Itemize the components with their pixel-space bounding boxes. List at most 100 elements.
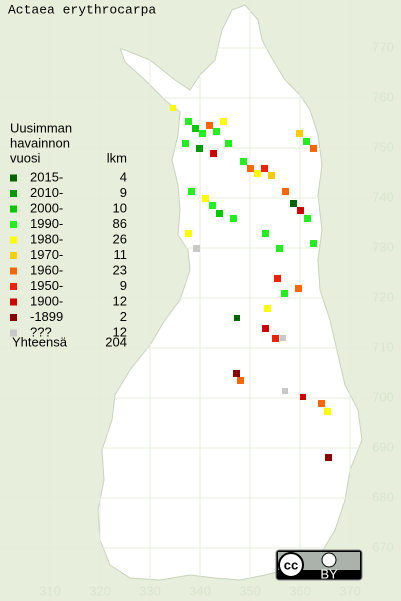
occurrence xyxy=(230,215,237,222)
occurrence xyxy=(185,118,192,125)
occurrence xyxy=(192,125,199,132)
legend-label: 2000- xyxy=(30,200,63,215)
occurrence xyxy=(324,408,331,415)
legend-count: 23 xyxy=(113,262,127,277)
legend-count-heading: lkm xyxy=(107,150,127,165)
occurrence xyxy=(234,315,240,321)
occurrence xyxy=(310,240,317,247)
legend-count: 86 xyxy=(113,216,127,231)
occurrence xyxy=(213,128,220,135)
legend-swatch xyxy=(10,252,17,259)
occurrence xyxy=(196,145,203,152)
legend-total-label: Yhteensä xyxy=(12,334,68,349)
occurrence xyxy=(225,140,232,147)
occurrence xyxy=(209,202,216,209)
occurrence xyxy=(303,138,310,145)
occurrence xyxy=(233,370,240,377)
occurrence xyxy=(276,245,283,252)
legend-count: 12 xyxy=(113,293,127,308)
x-label: 360 xyxy=(289,583,311,598)
occurrence xyxy=(280,335,286,341)
legend-count: 9 xyxy=(120,185,127,200)
occurrence xyxy=(247,165,254,172)
x-label: 320 xyxy=(89,583,111,598)
legend-label: 1980- xyxy=(30,231,63,246)
by-label: BY xyxy=(320,566,338,581)
occurrence xyxy=(210,150,217,157)
legend-label: ??? xyxy=(30,324,52,339)
occurrence xyxy=(264,305,271,312)
occurrence xyxy=(300,394,306,400)
occurrence xyxy=(254,170,261,177)
occurrence xyxy=(261,165,268,172)
legend-swatch xyxy=(10,283,17,290)
legend-label: 1960- xyxy=(30,262,63,277)
legend-label: 2010- xyxy=(30,185,63,200)
x-label: 370 xyxy=(339,583,361,598)
legend-count: 12 xyxy=(113,324,127,339)
occurrence xyxy=(282,388,288,394)
y-label: 760 xyxy=(372,89,394,104)
legend-swatch xyxy=(10,236,17,244)
x-label: 310 xyxy=(39,583,61,598)
legend-count: 2 xyxy=(120,309,127,324)
occurrence xyxy=(240,158,247,165)
occurrence xyxy=(297,207,304,214)
occurrence xyxy=(310,145,317,152)
legend-swatch xyxy=(10,174,17,182)
y-label: 690 xyxy=(372,439,394,454)
legend-swatch xyxy=(10,329,17,337)
occurrence xyxy=(199,130,206,137)
occurrence xyxy=(268,172,275,179)
legend-count: 10 xyxy=(113,200,127,215)
occurrence xyxy=(185,230,192,237)
legend-heading: vuosi xyxy=(10,150,40,165)
occurrence xyxy=(295,285,302,292)
x-label: 350 xyxy=(239,583,261,598)
legend-swatch xyxy=(10,205,17,213)
legend-label: 1970- xyxy=(30,247,63,262)
occurrence xyxy=(318,400,325,407)
legend-heading: havainnon xyxy=(10,135,70,150)
legend-label: -1899 xyxy=(30,309,63,324)
y-label: 750 xyxy=(372,139,394,154)
legend-count: 9 xyxy=(120,278,127,293)
y-label: 670 xyxy=(372,539,394,554)
y-label: 720 xyxy=(372,289,394,304)
legend-label: 1990- xyxy=(30,216,63,231)
legend-swatch xyxy=(10,314,17,321)
occurrence xyxy=(262,325,269,332)
occurrence xyxy=(281,290,288,297)
occurrence xyxy=(202,195,209,202)
legend-swatch xyxy=(10,298,17,306)
legend-heading: Uusimman xyxy=(10,120,72,135)
occurrence xyxy=(170,105,176,111)
y-label: 710 xyxy=(372,339,394,354)
occurrence-squares xyxy=(170,105,332,461)
y-label: 730 xyxy=(372,239,394,254)
y-label: 770 xyxy=(372,39,394,54)
legend-count: 11 xyxy=(114,247,128,262)
occurrence xyxy=(188,188,195,195)
legend-label: 1900- xyxy=(30,293,63,308)
occurrence xyxy=(304,215,311,222)
x-label: 330 xyxy=(139,583,161,598)
legend-count: 26 xyxy=(113,231,127,246)
map-title: Actaea erythrocarpa xyxy=(8,2,156,17)
occurrence xyxy=(296,130,303,137)
cc-circle xyxy=(278,552,304,578)
license-badge: cc BY xyxy=(275,549,363,581)
legend-label: 2015- xyxy=(30,169,63,184)
x-label: 340 xyxy=(189,583,211,598)
occurrence xyxy=(274,275,281,282)
occurrence xyxy=(216,210,223,217)
legend-swatch xyxy=(10,221,17,228)
occurrence xyxy=(220,118,227,125)
legend-count: 4 xyxy=(120,169,127,184)
occurrence xyxy=(290,200,297,207)
occurrence xyxy=(325,454,332,461)
legend-swatch xyxy=(10,267,17,275)
occurrence xyxy=(272,335,279,342)
